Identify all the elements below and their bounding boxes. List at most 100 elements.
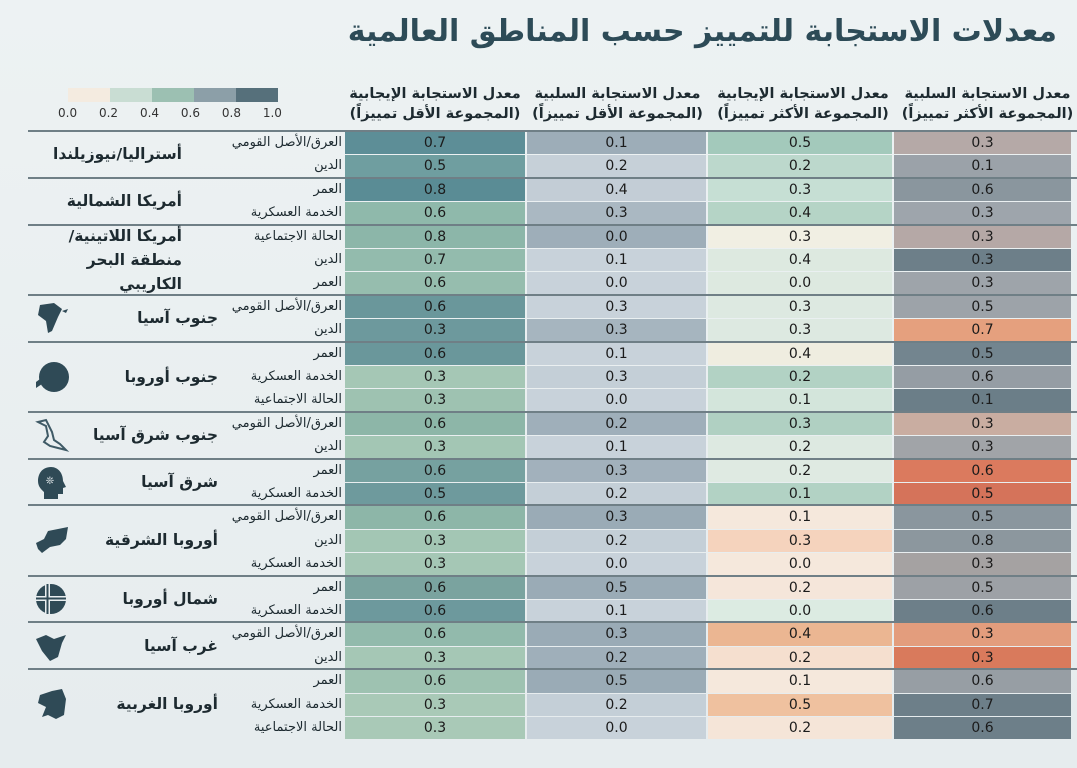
- heatmap-cell: 0.6: [894, 717, 1071, 740]
- subgroup-label: الخدمة العسكرية: [250, 205, 342, 221]
- subgroup-label: العمر: [313, 673, 342, 689]
- heatmap-cell: 0.6: [345, 670, 525, 693]
- heatmap-cell: 0.6: [345, 202, 525, 225]
- heatmap-cell: 0.5: [345, 483, 525, 506]
- heatmap-cell: 0.3: [708, 319, 892, 342]
- heatmap-cell: 0.3: [345, 646, 525, 670]
- subgroup-label: العمر: [313, 579, 342, 595]
- table-row: الخدمة العسكرية 0.6 0.1 0.0 0.6: [218, 599, 1071, 623]
- legend-gradient-bar: [68, 88, 278, 102]
- region-divider: [28, 223, 1077, 226]
- heatmap-cell: 0.3: [708, 225, 892, 248]
- region-label: أستراليا/نيوزيلندا: [28, 131, 218, 178]
- heatmap-cell: 0.2: [708, 717, 892, 740]
- table-row: العمر 0.6 0.5 0.2 0.5: [218, 576, 1071, 599]
- heatmap-cell: 0.5: [894, 506, 1071, 529]
- legend-tick: 0.8: [221, 106, 241, 120]
- region-name: أوروبا الغربية: [116, 695, 218, 714]
- heatmap-cell: 0.4: [708, 342, 892, 365]
- heatmap-cell: 0.2: [527, 155, 706, 178]
- western-europe-map-icon: [38, 689, 66, 720]
- column-header-line: معدل الاستجابة الإيجابية: [717, 86, 889, 102]
- heatmap-cell: 0.3: [527, 623, 706, 646]
- column-header-line: (المجموعة الأكثر تمييزاً): [901, 106, 1074, 122]
- table-row: العمر 0.6 0.0 0.0 0.3: [218, 271, 1071, 295]
- region-divider: [28, 410, 1077, 413]
- region-label: جنوب أوروبا: [28, 342, 218, 412]
- table-row: العرق/الأصل القومي 0.7 0.1 0.5 0.3: [218, 131, 1071, 155]
- heatmap-cell: 0.1: [527, 436, 706, 459]
- heatmap-cell: 0.6: [345, 342, 525, 365]
- table-row: الحالة الاجتماعية 0.3 0.0 0.1 0.1: [218, 388, 1071, 412]
- heatmap-cell: 0.1: [894, 155, 1071, 178]
- region-divider: [28, 457, 1077, 460]
- subgroup-label: العرق/الأصل القومي: [231, 298, 342, 314]
- heatmap-cell: 0.3: [894, 646, 1071, 670]
- heatmap-cell: 0.3: [527, 506, 706, 529]
- legend-swatch: [68, 88, 110, 102]
- heatmap-cell: 0.2: [527, 646, 706, 670]
- heatmap-cell: 0.1: [894, 389, 1071, 412]
- heatmap-cell: 0.0: [527, 389, 706, 412]
- subgroup-label: الحالة الاجتماعية: [253, 228, 342, 244]
- heatmap-cell: 0.4: [708, 202, 892, 225]
- heatmap-cell: 0.5: [894, 342, 1071, 365]
- heatmap-cell: 0.7: [345, 249, 525, 272]
- heatmap-cell: 0.1: [708, 670, 892, 693]
- heatmap-cell: 0.3: [345, 319, 525, 342]
- subgroup-label: الدين: [314, 649, 342, 665]
- arabian-peninsula-map-icon: [36, 634, 66, 661]
- subgroup-label: العرق/الأصل القومي: [231, 509, 342, 525]
- legend-tick: 0.0: [58, 106, 78, 120]
- legend-swatch: [152, 88, 194, 102]
- table-row: الخدمة العسكرية 0.6 0.3 0.4 0.3: [218, 201, 1071, 225]
- heatmap-cell: 0.3: [527, 295, 706, 319]
- heatmap-cell: 0.4: [527, 178, 706, 202]
- table-row: الدين 0.3 0.2 0.2 0.3: [218, 646, 1071, 670]
- heatmap-cell: 0.0: [527, 717, 706, 740]
- india-map-icon: [38, 303, 68, 334]
- region-label: جنوب شرق آسيا: [28, 412, 218, 459]
- legend-swatch: [194, 88, 236, 102]
- heatmap-cell: 0.3: [894, 553, 1071, 576]
- subgroup-label: العمر: [313, 181, 342, 197]
- heatmap-cell: 0.2: [708, 366, 892, 389]
- heatmap-cell: 0.8: [894, 529, 1071, 553]
- region-divider: [28, 176, 1077, 179]
- region-label: جنوب آسيا: [28, 295, 218, 342]
- heatmap-cell: 0.2: [527, 483, 706, 506]
- heatmap-cell: 0.1: [708, 506, 892, 529]
- region-divider: [28, 293, 1077, 296]
- heatmap-cell: 0.3: [708, 178, 892, 202]
- table-row: الدين 0.7 0.1 0.4 0.3: [218, 248, 1071, 272]
- subgroup-label: العرق/الأصل القومي: [231, 415, 342, 431]
- table-row: العمر 0.8 0.4 0.3 0.6: [218, 178, 1071, 202]
- subgroup-label: العمر: [313, 345, 342, 361]
- table-row: الخدمة العسكرية 0.3 0.3 0.2 0.6: [218, 365, 1071, 389]
- column-header-line: (المجموعة الأكثر تمييزاً): [717, 106, 889, 122]
- heatmap-cell: 0.2: [527, 529, 706, 553]
- heatmap-cell: 0.0: [527, 225, 706, 248]
- region-label: شمال أوروبا: [28, 576, 218, 623]
- region-label: أمريكا اللاتينية/منطقة البحر الكاريبي: [28, 225, 218, 295]
- heatmap-cell: 0.6: [345, 623, 525, 646]
- region-name: جنوب شرق آسيا: [92, 426, 218, 445]
- heatmap-cell: 0.3: [527, 459, 706, 482]
- region-label: غرب آسيا: [28, 622, 218, 669]
- legend-tick: 1.0: [262, 106, 282, 120]
- heatmap-cell: 0.3: [894, 132, 1071, 155]
- region-name: أستراليا/نيوزيلندا: [53, 145, 182, 164]
- heatmap-cell: 0.1: [527, 132, 706, 155]
- subgroup-label: الدين: [314, 252, 342, 267]
- column-header-line: معدل الاستجابة الإيجابية: [349, 86, 521, 102]
- heatmap-cell: 0.7: [345, 132, 525, 155]
- heatmap-cell: 0.3: [345, 529, 525, 553]
- heatmap-cell: 0.4: [708, 249, 892, 272]
- heatmap-cell: 0.1: [708, 483, 892, 506]
- region-name: شرق آسيا: [141, 472, 218, 491]
- heatmap-cell: 0.3: [527, 202, 706, 225]
- heatmap-cell: 0.2: [708, 646, 892, 670]
- subgroup-label: العمر: [313, 462, 342, 478]
- heatmap-cell: 0.0: [527, 553, 706, 576]
- heatmap-cell: 0.3: [345, 436, 525, 459]
